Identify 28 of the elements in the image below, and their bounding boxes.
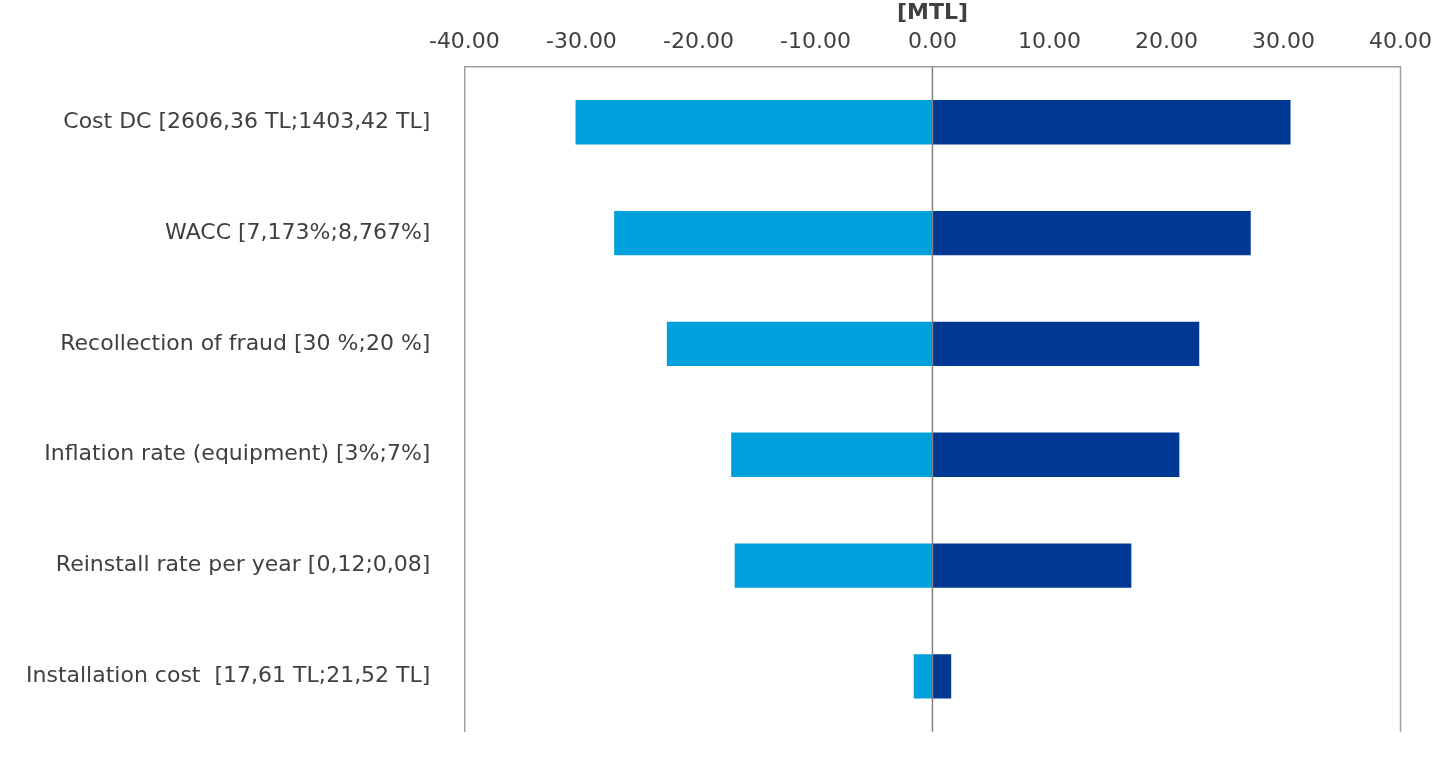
bar xyxy=(575,100,933,145)
bar xyxy=(731,432,933,477)
x-tick-label: -30.00 xyxy=(545,28,617,54)
y-tick-label: Cost DC [2606,36 TL;1403,42 TL] xyxy=(63,107,431,133)
x-tick-label: -20.00 xyxy=(662,28,734,54)
y-tick-label: Installation cost [17,61 TL;21,52 TL] xyxy=(26,662,431,688)
bar xyxy=(932,654,952,699)
x-tick-label: 40.00 xyxy=(1369,28,1432,54)
bar xyxy=(932,543,1132,588)
bar xyxy=(614,210,933,256)
bar xyxy=(913,654,933,699)
x-tick-label: 10.00 xyxy=(1017,28,1081,54)
x-axis-title: [MTL] xyxy=(896,0,968,24)
bar xyxy=(932,100,1291,145)
bar xyxy=(734,543,933,588)
y-tick-label: Inflation rate (equipment) [3%;7%] xyxy=(44,440,431,466)
bar xyxy=(666,321,933,367)
bar xyxy=(932,321,1200,367)
y-tick-label: Reinstall rate per year [0,12;0,08] xyxy=(55,551,431,577)
x-tick-label: -40.00 xyxy=(428,28,500,54)
bar xyxy=(932,210,1251,256)
x-tick-label: 20.00 xyxy=(1134,28,1198,54)
y-tick-label: Recollection of fraud [30 %;20 %] xyxy=(60,329,431,355)
x-tick-label: -10.00 xyxy=(779,28,851,54)
bar xyxy=(932,432,1180,477)
x-tick-label: 0.00 xyxy=(907,28,957,54)
x-tick-label: 30.00 xyxy=(1252,28,1315,54)
y-tick-label: WACC [7,173%;8,767%] xyxy=(165,218,431,244)
